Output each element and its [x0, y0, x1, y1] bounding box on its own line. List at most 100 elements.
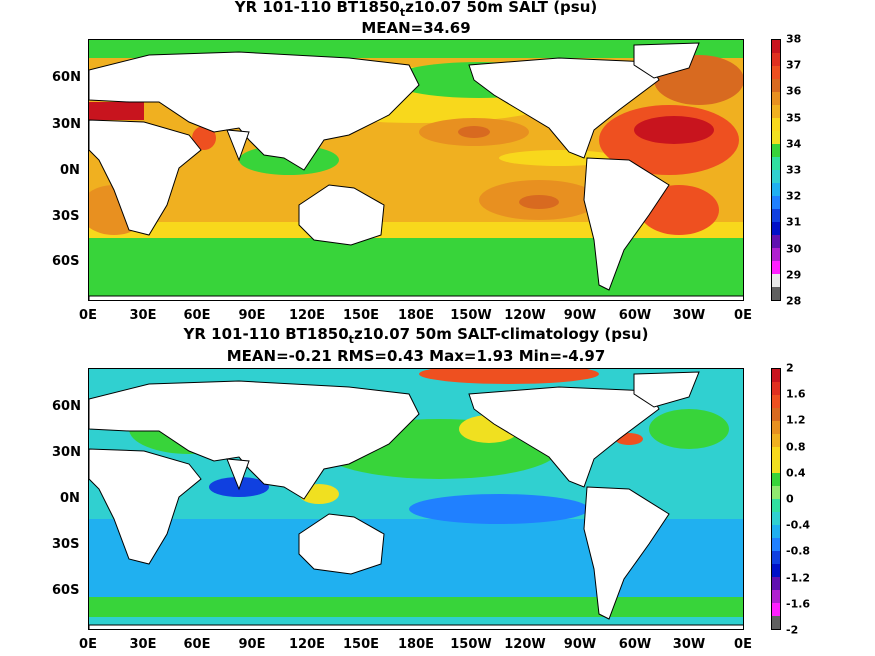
- panel2-lat-30s: 30S: [52, 537, 80, 552]
- lon-label: 0E: [734, 637, 752, 652]
- colorbar-swatch: [772, 369, 780, 382]
- colorbar-tick-label: 34: [786, 137, 802, 151]
- colorbar-swatch: [772, 287, 780, 300]
- colorbar-tick-label: -1.6: [786, 597, 811, 611]
- panel1-title-rest: z10.07 50m SALT (psu): [405, 0, 598, 16]
- colorbar-tick-label: 2: [786, 361, 794, 375]
- panel2-lat-30n: 30N: [52, 445, 81, 460]
- lon-label: 120W: [504, 308, 546, 323]
- colorbar-swatch: [772, 79, 780, 92]
- colorbar-tick-label: 35: [786, 111, 802, 125]
- panel1-map-svg: [89, 40, 743, 300]
- lon-label: 150W: [450, 308, 492, 323]
- lon-label: 0E: [79, 308, 97, 323]
- colorbar-tick-label: 0.8: [786, 440, 806, 454]
- lon-label: 0E: [734, 308, 752, 323]
- colorbar-swatch: [772, 473, 780, 486]
- colorbar-swatch: [772, 66, 780, 79]
- colorbar-swatch: [772, 170, 780, 183]
- panel2-lat-60s: 60S: [52, 583, 80, 598]
- panel2-lat-60n: 60N: [52, 399, 81, 414]
- lon-label: 180E: [397, 308, 435, 323]
- colorbar-tick-label: 38: [786, 32, 802, 46]
- colorbar-swatch: [772, 395, 780, 408]
- colorbar-tick-label: 37: [786, 58, 802, 72]
- panel1-lat-30s: 30S: [52, 209, 80, 224]
- colorbar-swatch: [772, 40, 780, 53]
- lon-label: 90E: [238, 637, 266, 652]
- panel1-stats: MEAN=34.69: [361, 19, 471, 37]
- lon-label: 60W: [618, 308, 652, 323]
- lon-label: 150W: [450, 637, 492, 652]
- colorbar-tick-label: 30: [786, 242, 802, 256]
- colorbar-swatch: [772, 434, 780, 447]
- colorbar-swatch: [772, 157, 780, 170]
- lon-label: 30W: [672, 637, 706, 652]
- panel1-map: [88, 39, 744, 301]
- colorbar-swatch: [772, 460, 780, 473]
- lon-label: 120W: [504, 637, 546, 652]
- panel1-lat-30n: 30N: [52, 117, 81, 132]
- panel1-title: YR 101-110 BT1850tz10.07 50m SALT (psu): [88, 0, 744, 21]
- lon-label: 60E: [183, 308, 211, 323]
- panel2-title-sub: t: [348, 333, 354, 346]
- colorbar-tick-label: 28: [786, 294, 802, 308]
- colorbar-tick-label: 0: [786, 492, 794, 506]
- colorbar-tick-label: -0.8: [786, 544, 811, 558]
- panel2-lat-0n: 0N: [60, 491, 80, 506]
- colorbar-swatch: [772, 118, 780, 131]
- panel2-title: YR 101-110 BT1850tz10.07 50m SALT-climat…: [88, 326, 744, 348]
- colorbar-swatch: [772, 261, 780, 274]
- colorbar-swatch: [772, 616, 780, 629]
- colorbar-tick-label: 0.4: [786, 466, 806, 480]
- colorbar-swatch: [772, 499, 780, 512]
- colorbar-swatch: [772, 274, 780, 287]
- colorbar-swatch: [772, 486, 780, 499]
- colorbar-swatch: [772, 382, 780, 395]
- colorbar-swatch: [772, 53, 780, 66]
- lon-label: 30E: [129, 637, 157, 652]
- colorbar-tick-label: 29: [786, 268, 802, 282]
- colorbar-swatch: [772, 564, 780, 577]
- colorbar-tick-label: 1.2: [786, 413, 806, 427]
- lon-label: 60E: [183, 637, 211, 652]
- lon-label: 150E: [342, 637, 380, 652]
- lon-label: 120E: [288, 637, 326, 652]
- colorbar-swatch: [772, 92, 780, 105]
- colorbar-swatch: [772, 131, 780, 144]
- lon-label: 30E: [129, 308, 157, 323]
- colorbar-tick-label: -1.2: [786, 571, 811, 585]
- colorbar-swatch: [772, 525, 780, 538]
- colorbar-tick-label: 33: [786, 163, 802, 177]
- colorbar-swatch: [772, 447, 780, 460]
- panel2-map: [88, 368, 744, 630]
- colorbar-swatch: [772, 590, 780, 603]
- lon-label: 60W: [618, 637, 652, 652]
- panel2-title-main: YR 101-110 BT1850: [183, 325, 349, 343]
- colorbar-swatch: [772, 603, 780, 616]
- colorbar-swatch: [772, 408, 780, 421]
- colorbar-swatch: [772, 248, 780, 261]
- lon-label: 180E: [397, 637, 435, 652]
- colorbar-tick-label: 32: [786, 189, 802, 203]
- lon-label: 90E: [238, 308, 266, 323]
- lon-label: 30W: [672, 308, 706, 323]
- panel1-title-sub: t: [399, 6, 406, 19]
- lon-label: 0E: [79, 637, 97, 652]
- colorbar-swatch: [772, 222, 780, 235]
- lon-label: 90W: [563, 637, 597, 652]
- panel2-map-svg: [89, 369, 743, 629]
- colorbar-tick-label: -2: [786, 623, 799, 637]
- panel2-colorbar: [771, 368, 781, 630]
- colorbar-swatch: [772, 209, 780, 222]
- colorbar-swatch: [772, 183, 780, 196]
- panel2-title-rest: z10.07 50m SALT-climatology (psu): [353, 325, 649, 343]
- colorbar-tick-label: 31: [786, 215, 802, 229]
- lon-label: 120E: [288, 308, 326, 323]
- colorbar-swatch: [772, 105, 780, 118]
- colorbar-swatch: [772, 196, 780, 209]
- colorbar-swatch: [772, 235, 780, 248]
- colorbar-swatch: [772, 538, 780, 551]
- colorbar-swatch: [772, 577, 780, 590]
- lon-label: 90W: [563, 308, 597, 323]
